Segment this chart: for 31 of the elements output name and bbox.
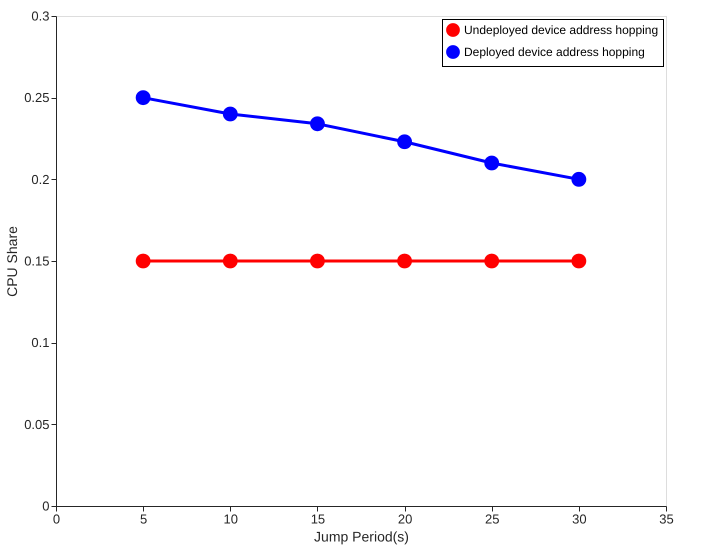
x-tick-label: 25 [484,512,500,526]
point [397,254,412,268]
x-tick-label: 35 [659,512,674,526]
y-tick-label: 0.3 [31,8,50,24]
point [484,156,500,170]
x-tick-label: 5 [140,512,148,526]
y-axis-title: CPU Share [4,226,20,297]
point [397,134,412,150]
y-tick-label: 0.25 [24,90,50,106]
x-axis-title: Jump Period(s) [314,528,409,544]
point [136,254,151,268]
x-tick-label: 30 [572,512,587,526]
x-tick-label: 0 [52,512,60,526]
x-tick-label: 20 [398,512,412,526]
point [222,106,238,122]
y-tick-label: 0.2 [31,172,50,187]
y-tick-label: 0.05 [24,416,50,432]
point [310,116,325,132]
x-tick-label: 15 [310,512,326,526]
y-tick-label: 0.15 [24,254,50,268]
point [222,254,238,268]
legend-label: Deployed device address hopping [464,45,645,59]
legend-label: Undeployed device address hopping [464,23,658,37]
point [484,254,500,268]
point [571,172,586,187]
point [136,90,151,106]
y-tick-label: 0 [42,498,50,514]
point [571,254,586,268]
x-tick-label: 10 [224,512,238,526]
point [310,254,325,268]
y-tick-label: 0.1 [31,335,50,350]
